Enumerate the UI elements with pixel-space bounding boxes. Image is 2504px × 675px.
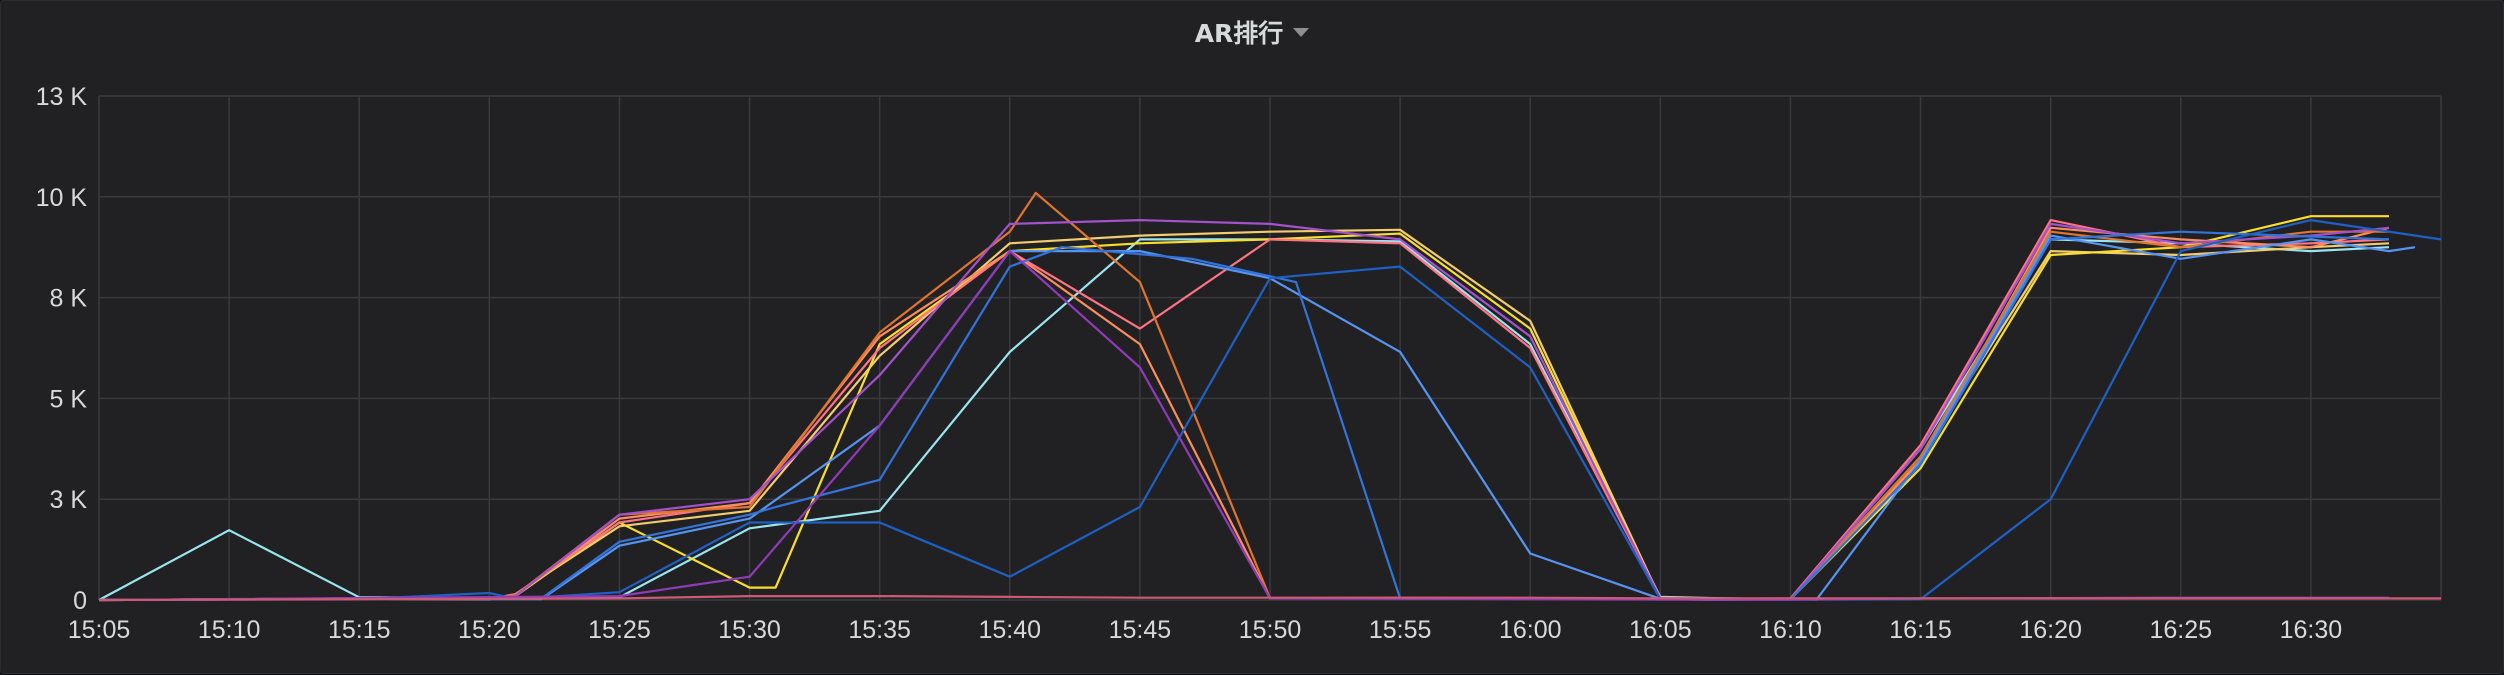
x-tick-label: 16:25 — [2149, 616, 2212, 644]
x-tick-label: 15:30 — [718, 616, 781, 644]
series-line-4[interactable] — [98, 219, 2390, 602]
x-tick-label: 16:10 — [1759, 616, 1822, 644]
x-tick-label: 15:20 — [458, 616, 521, 644]
x-tick-label: 16:15 — [1889, 616, 1952, 644]
panel-header[interactable]: AR排行 — [1, 1, 2503, 63]
x-tick-label: 15:05 — [68, 616, 131, 644]
series-line-5[interactable] — [98, 226, 2390, 602]
x-tick-label: 15:40 — [978, 616, 1041, 644]
y-tick-label: 3 K — [49, 486, 87, 514]
caret-down-icon[interactable] — [1293, 27, 1310, 37]
y-tick-label: 5 K — [49, 385, 87, 413]
x-tick-label: 15:45 — [1109, 616, 1172, 644]
x-tick-label: 15:25 — [588, 616, 651, 644]
panel-title[interactable]: AR排行 — [1194, 19, 1284, 48]
x-tick-label: 15:10 — [198, 616, 261, 644]
x-tick-label: 16:30 — [2280, 616, 2343, 644]
y-tick-label: 13 K — [36, 83, 88, 111]
series-line-6[interactable] — [98, 191, 2389, 602]
grid — [98, 95, 2442, 601]
x-axis-labels: 15:05 15:10 15:15 15:20 15:25 15:30 15:35 15:40… — [68, 616, 2342, 644]
x-tick-label: 15:50 — [1239, 616, 1302, 644]
x-tick-label: 15:55 — [1369, 616, 1432, 644]
series-line-9[interactable] — [98, 230, 2390, 602]
y-axis-labels: 0 3 K 5 K 8 K 10 K 13 K — [36, 83, 88, 615]
x-tick-label: 16:20 — [2019, 616, 2082, 644]
series-line-8[interactable] — [98, 234, 2416, 602]
y-tick-label: 10 K — [36, 184, 88, 212]
x-tick-label: 15:35 — [848, 616, 911, 644]
x-tick-label: 16:00 — [1499, 616, 1562, 644]
series-line-12[interactable] — [98, 594, 2441, 602]
series-line-2[interactable] — [98, 228, 2390, 602]
x-tick-label: 16:05 — [1629, 616, 1692, 644]
x-tick-label: 15:15 — [328, 616, 391, 644]
series-line-7[interactable] — [98, 219, 2390, 602]
series-lines — [98, 191, 2442, 602]
y-tick-label: 8 K — [49, 285, 87, 313]
y-tick-label: 0 — [73, 587, 87, 615]
